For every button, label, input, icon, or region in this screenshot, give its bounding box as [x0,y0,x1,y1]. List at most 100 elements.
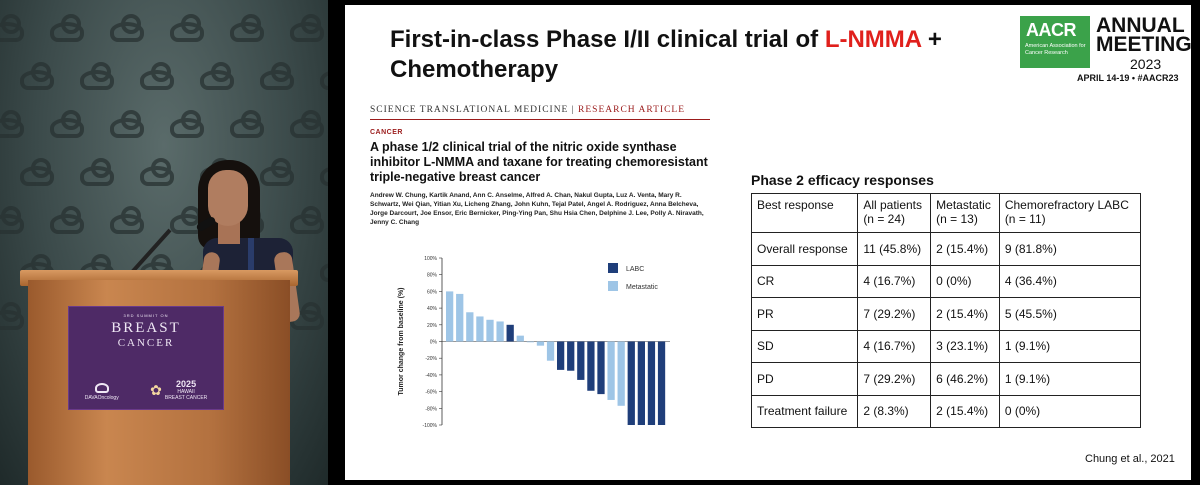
table-cell: 5 (45.5%) [998,297,1142,331]
table-header-label: All patients [863,198,923,212]
waterfall-chart: 100% 80% 60% 40% 20% 0% -20% -40% -60% -80% -100% T… [398,256,670,429]
slide-title-suffix: + Chemotherapy [390,26,942,83]
table-header-n: (n = 24) [863,212,906,226]
dava-icon [94,383,109,393]
backdrop-logo-icon [140,158,174,186]
journal-separator: | [568,105,579,115]
table-row-label: SD [750,329,859,363]
podium-place: HAWAII [177,389,195,395]
waterfall-bar [587,341,595,391]
backdrop-logo-icon [200,62,234,90]
table-row-label: Treatment failure [750,394,859,428]
backdrop-logo-icon [320,262,328,282]
backdrop-logo-icon [290,110,324,138]
legend-label: LABC [626,266,644,273]
table-cell: 4 (16.7%) [857,329,932,363]
waterfall-bar [657,341,666,425]
y-tick-label: 40% [427,306,438,312]
backdrop-logo-icon [80,62,114,90]
table-row: Treatment failure 2 (8.3%) 2 (15.4%) 0 (0%) [750,394,1142,428]
article-type: RESEARCH ARTICLE [578,105,686,115]
table-row: Overall response 11 (45.8%) 2 (15.4%) 9 (81… [750,232,1142,266]
backdrop-logo-icon [0,110,24,138]
table-cell: 7 (29.2%) [857,297,932,331]
backdrop-logo-icon [230,110,264,138]
podium-place-sub: BREAST CANCER [164,395,208,401]
paper-authors: Andrew W. Chung, Kartik Anand, Ann C. An… [370,192,704,226]
backdrop-logo-icon [320,70,328,90]
table-cell: 2 (8.3%) [857,394,932,428]
dava-logo: DAVAOncology [85,383,119,401]
waterfall-bar [567,341,575,371]
table-title: Phase 2 efficacy responses [751,172,934,188]
slide-title-highlight: L-NMMA [824,26,922,53]
table-cell: 7 (29.2%) [857,362,932,396]
aacr-logo-text: AACR [1026,20,1077,40]
aacr-logo: AACR American Association for Cancer Res… [1020,15,1192,86]
waterfall-bar [647,341,656,425]
table-header-n: (n = 13) [936,212,978,226]
y-tick-label: 60% [427,289,438,295]
table-header-n: (n = 11) [1004,212,1046,226]
waterfall-bar [526,341,534,343]
backdrop-logo-icon [260,62,294,90]
waterfall-bar [577,341,585,380]
waterfall-bar [506,324,514,342]
table-header-label: Best response [757,198,834,212]
speaker-face [208,170,248,226]
journal-header: SCIENCE TRANSLATIONAL MEDICINE | RESEARC… [370,105,710,120]
table-header-label: Metastatic [936,198,991,212]
waterfall-bar [486,319,494,342]
aacr-annual: ANNUAL [1096,14,1185,37]
table-cell: 0 (0%) [998,394,1142,428]
y-tick-label: -80% [425,406,437,412]
backdrop-logo-icon [230,14,264,42]
backdrop-logo-icon [170,14,204,42]
aacr-dates: APRIL 14-19 • #AACR23 [1077,73,1179,83]
table-row: PD 7 (29.2%) 6 (46.2%) 1 (9.1%) [750,362,1142,396]
table-header-cell: Chemorefractory LABC (n = 11) [998,193,1142,233]
legend-swatch [608,263,618,273]
table-cell: 2 (15.4%) [930,232,1000,266]
table-row-label: PR [750,297,859,331]
waterfall-bar [617,341,625,406]
journal-name: SCIENCE TRANSLATIONAL MEDICINE [370,105,569,115]
y-tick-label: 100% [424,256,437,262]
y-tick-label: -20% [425,356,437,362]
lanyard [248,238,254,278]
backdrop-logo-icon [260,158,294,186]
slide-title-prefix: First-in-class Phase I/II clinical trial… [390,26,825,53]
table-cell: 1 (9.1%) [998,329,1142,363]
table-cell: 4 (36.4%) [998,264,1142,298]
waterfall-bar [516,335,524,342]
table-cell: 1 (9.1%) [998,362,1142,396]
table-row-label: Overall response [750,232,859,266]
waterfall-bar [496,321,504,342]
podium-breast: BREAST [111,320,181,336]
table-row: SD 4 (16.7%) 3 (23.1%) 1 (9.1%) [750,329,1142,363]
y-tick-label: 20% [427,323,438,329]
efficacy-table: Best response All patients (n = 24) Metasta… [750,193,1142,428]
table-row: PR 7 (29.2%) 2 (15.4%) 5 (45.5%) [750,297,1142,331]
backdrop-logo-icon [140,62,174,90]
y-tick-label: 80% [427,273,438,279]
table-cell: 6 (46.2%) [930,362,1000,396]
table-cell: 2 (15.4%) [930,297,1000,331]
legend-swatch [608,281,618,291]
backdrop-logo-icon [110,206,144,234]
backdrop-logo-icon [0,302,24,330]
table-cell: 2 (15.4%) [930,394,1000,428]
waterfall-bar [557,341,565,370]
presentation-slide: First-in-class Phase I/II clinical trial… [345,5,1192,480]
backdrop-logo-icon [320,166,328,186]
citation: Chung et al., 2021 [1085,453,1175,465]
speaker-neck [218,222,240,244]
podium-sign: 3RD SUMMIT ON BREAST CANCER DAVAOncology… [68,306,224,410]
hawaii-logo: ✿ 2025 HAWAII BREAST CANCER [150,380,208,402]
backdrop-logo-icon [50,14,84,42]
backdrop-logo-icon [0,14,24,42]
dava-name: DAVAOncology [84,395,119,401]
hibiscus-icon: ✿ [150,382,162,398]
aacr-meeting: ANNUAL MEETING [1096,14,1192,55]
waterfall-bar [607,341,615,400]
